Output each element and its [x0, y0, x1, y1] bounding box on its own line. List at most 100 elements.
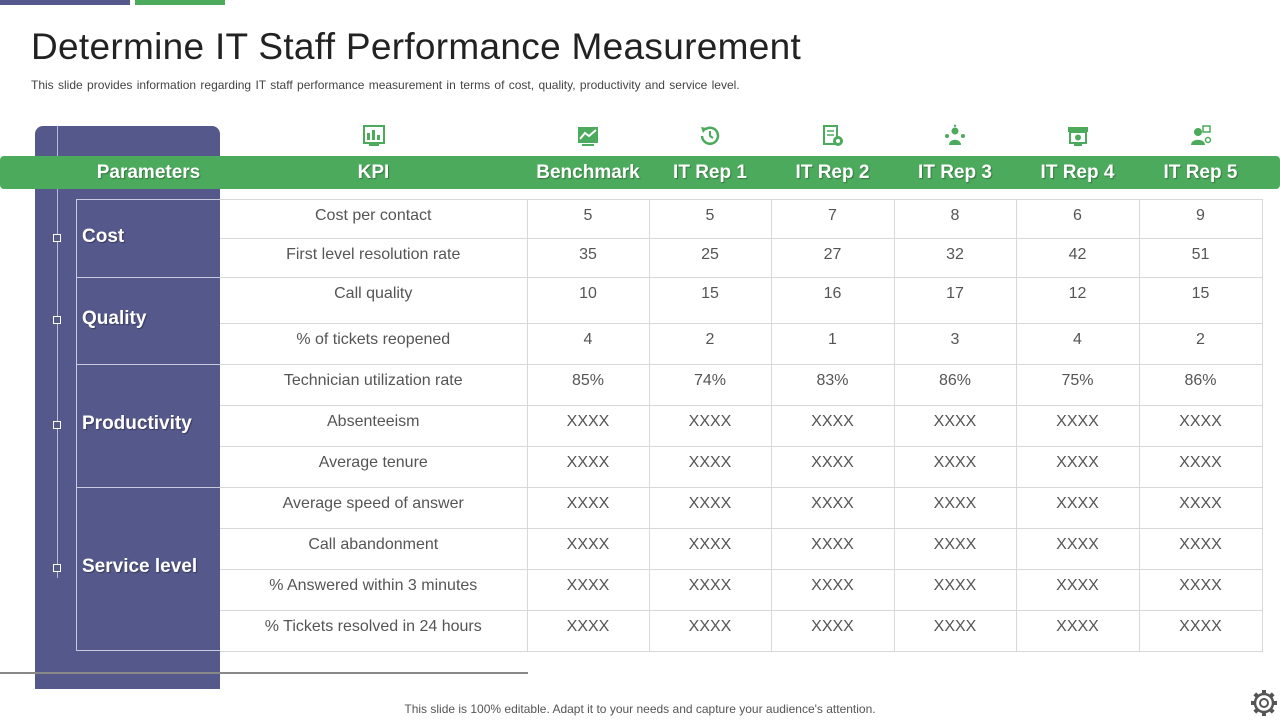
value-cell: XXXX [648, 487, 772, 529]
timeline-dot [53, 316, 61, 324]
value-cell: XXXX [648, 569, 772, 611]
gear-icon[interactable] [1249, 688, 1279, 718]
value-cell: XXXX [770, 528, 895, 570]
group-box-cost [76, 199, 220, 277]
value-cell: 16 [770, 277, 895, 324]
value-cell: 5 [648, 199, 772, 239]
kpi-name-cell: Call abandonment [220, 528, 528, 570]
top-accent-bar-green [135, 0, 225, 5]
value-cell: 8 [893, 199, 1017, 239]
value-cell: XXXX [526, 487, 650, 529]
page-subtitle: This slide provides information regardin… [31, 78, 740, 92]
value-cell: XXXX [770, 487, 895, 529]
value-cell: XXXX [1015, 487, 1140, 529]
value-cell: 1 [770, 323, 895, 365]
parameters-timeline-line [57, 126, 58, 578]
table-row: Technician utilization rate 85% 74% 83% … [220, 364, 1263, 406]
group-box-productivity [76, 364, 220, 487]
value-cell: 3 [893, 323, 1017, 365]
table-row: % of tickets reopened 4 2 1 3 4 2 [220, 323, 1263, 365]
header-it-rep-5: IT Rep 5 [1163, 162, 1238, 183]
value-cell: 6 [1015, 199, 1140, 239]
document-gear-icon [823, 125, 843, 146]
group-label-cost: Cost [82, 226, 125, 247]
refresh-clock-icon [700, 126, 720, 145]
value-cell: 2 [1138, 323, 1263, 365]
value-cell: 15 [1138, 277, 1263, 324]
header-kpi: KPI [357, 162, 390, 183]
value-cell: XXXX [893, 569, 1017, 611]
value-cell: XXXX [770, 446, 895, 488]
timeline-dot [53, 234, 61, 242]
value-cell: 32 [893, 238, 1017, 278]
value-cell: XXXX [526, 528, 650, 570]
value-cell: XXXX [526, 405, 650, 447]
table-row: Call abandonment XXXX XXXX XXXX XXXX XXX… [220, 528, 1263, 570]
value-cell: XXXX [893, 528, 1017, 570]
table-row: Average tenure XXXX XXXX XXXX XXXX XXXX … [220, 446, 1263, 488]
value-cell: XXXX [1138, 610, 1263, 652]
timeline-dot [53, 564, 61, 572]
value-cell: XXXX [1015, 610, 1140, 652]
group-label-productivity: Productivity [82, 413, 192, 434]
value-cell: XXXX [1138, 487, 1263, 529]
value-cell: XXXX [648, 446, 772, 488]
value-cell: XXXX [648, 610, 772, 652]
value-cell: XXXX [1015, 405, 1140, 447]
value-cell: XXXX [648, 528, 772, 570]
value-cell: 4 [1015, 323, 1140, 365]
table-row: Absenteeism XXXX XXXX XXXX XXXX XXXX XXX… [220, 405, 1263, 447]
value-cell: 7 [770, 199, 895, 239]
kpi-name-cell: Average speed of answer [220, 487, 528, 529]
value-cell: XXXX [648, 405, 772, 447]
value-cell: 35 [526, 238, 650, 278]
value-cell: XXXX [1015, 569, 1140, 611]
value-cell: 27 [770, 238, 895, 278]
value-cell: XXXX [893, 446, 1017, 488]
kpi-name-cell: % of tickets reopened [220, 323, 528, 365]
group-box-service-level [76, 487, 220, 651]
value-cell: XXXX [526, 610, 650, 652]
value-cell: XXXX [526, 446, 650, 488]
value-cell: 4 [526, 323, 650, 365]
benchmark-chart-icon [578, 127, 598, 146]
bottom-divider [0, 672, 528, 674]
table-row: First level resolution rate 35 25 27 32 … [220, 238, 1263, 278]
kpi-name-cell: Technician utilization rate [220, 364, 528, 406]
group-label-service-level: Service level [82, 556, 198, 577]
value-cell: XXXX [893, 405, 1017, 447]
table-row: % Tickets resolved in 24 hours XXXX XXXX… [220, 610, 1263, 652]
value-cell: 85% [526, 364, 650, 406]
group-box-quality [76, 277, 220, 364]
kpi-name-cell: First level resolution rate [220, 238, 528, 278]
value-cell: 42 [1015, 238, 1140, 278]
value-cell: 25 [648, 238, 772, 278]
value-cell: XXXX [1138, 569, 1263, 611]
table-row: % Answered within 3 minutes XXXX XXXX XX… [220, 569, 1263, 611]
value-cell: XXXX [770, 610, 895, 652]
header-it-rep-2: IT Rep 2 [795, 162, 870, 183]
value-cell: XXXX [1138, 405, 1263, 447]
value-cell: XXXX [526, 569, 650, 611]
value-cell: 9 [1138, 199, 1263, 239]
monitor-icon [1068, 127, 1088, 146]
value-cell: 86% [1138, 364, 1263, 406]
header-it-rep-1: IT Rep 1 [673, 162, 747, 183]
parameters-panel [35, 126, 220, 689]
value-cell: 83% [770, 364, 895, 406]
footer-note: This slide is 100% editable. Adapt it to… [404, 702, 876, 716]
value-cell: 75% [1015, 364, 1140, 406]
value-cell: XXXX [893, 487, 1017, 529]
value-cell: 12 [1015, 277, 1140, 324]
value-cell: 2 [648, 323, 772, 365]
value-cell: 10 [526, 277, 650, 324]
value-cell: XXXX [893, 610, 1017, 652]
kpi-name-cell: Call quality [220, 277, 528, 324]
top-accent-bar-purple [0, 0, 130, 5]
kpi-board-icon [363, 125, 385, 146]
table-header-bar [0, 156, 1280, 189]
kpi-name-cell: Absenteeism [220, 405, 528, 447]
value-cell: XXXX [1138, 528, 1263, 570]
kpi-name-cell: Average tenure [220, 446, 528, 488]
kpi-name-cell: % Answered within 3 minutes [220, 569, 528, 611]
